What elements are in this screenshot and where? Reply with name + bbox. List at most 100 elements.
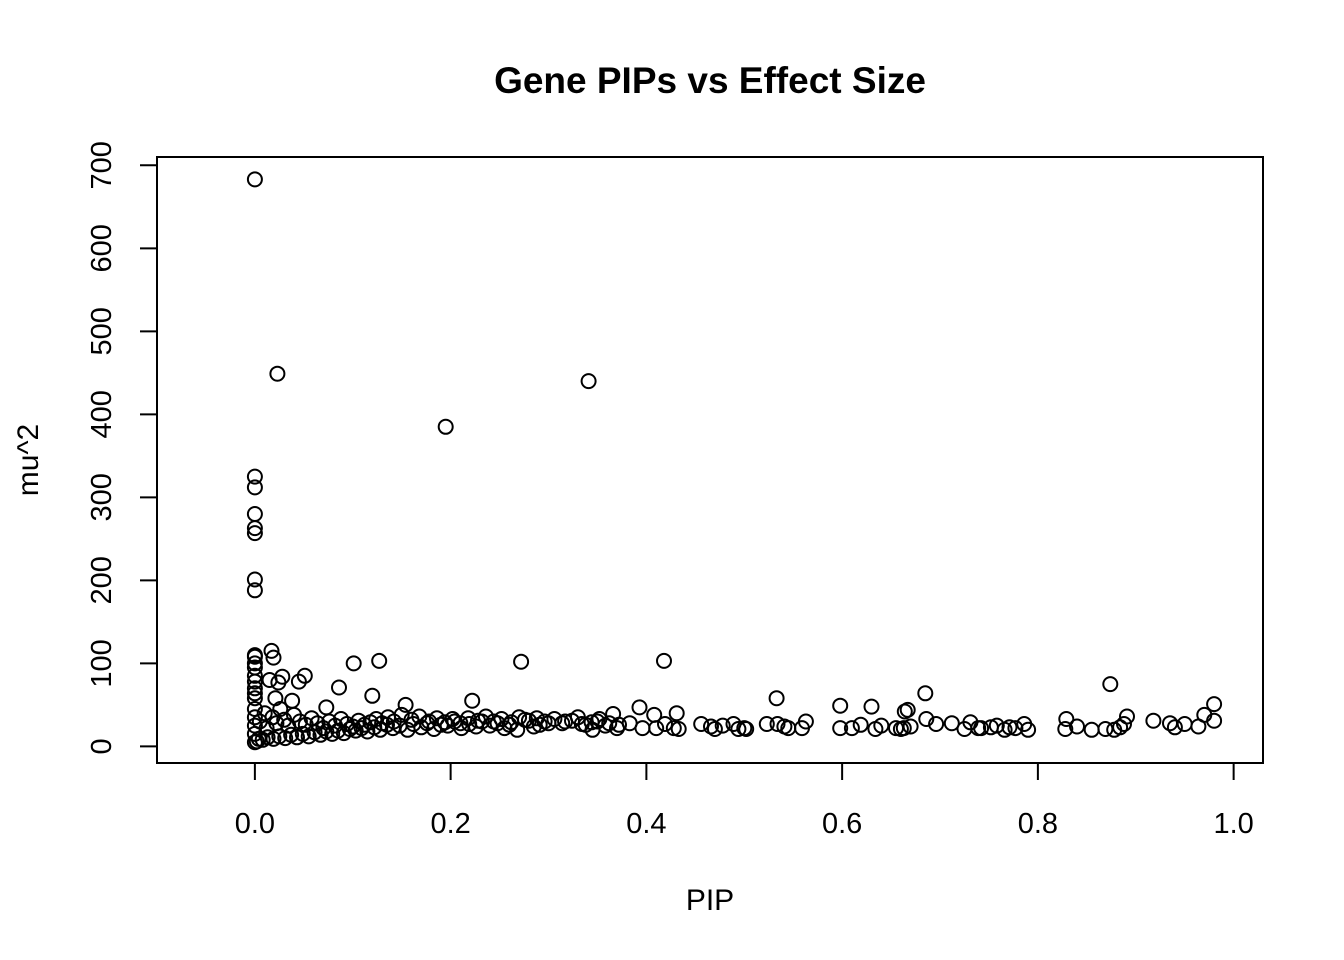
y-tick-label: 400 [86, 390, 118, 438]
scatter-point [895, 720, 912, 737]
scatter-point [580, 373, 597, 390]
scatter-point [374, 715, 391, 732]
scatter-point [246, 520, 263, 537]
x-tick-label: 1.0 [1213, 808, 1253, 840]
y-tick-label: 100 [86, 639, 118, 687]
scatter-point [554, 715, 571, 732]
scatter-point [246, 525, 263, 542]
data-points [246, 171, 1223, 751]
scatter-point [403, 711, 420, 728]
scatter-point [344, 718, 361, 735]
scatter-point [601, 715, 618, 732]
scatter-point [246, 582, 263, 599]
scatter-point [611, 716, 627, 733]
scatter-point [1069, 718, 1085, 735]
y-tick-label: 300 [86, 473, 118, 521]
scatter-point [246, 667, 263, 684]
scatter-point [296, 667, 313, 684]
scatter-point [246, 717, 263, 734]
scatter-point [758, 716, 775, 732]
scatter-point [670, 721, 687, 737]
x-tick-label: 0.8 [1018, 808, 1058, 840]
scatter-point [1102, 676, 1119, 693]
scatter-point [1145, 712, 1162, 729]
scatter-point [452, 715, 469, 732]
scatter-point [444, 711, 461, 727]
scatter-point [511, 709, 528, 726]
scatter-point [970, 720, 987, 737]
y-tick-label: 600 [86, 224, 118, 272]
scatter-point [873, 717, 890, 734]
scatter-point [1083, 721, 1100, 738]
scatter-point [768, 690, 785, 707]
scatter-point [460, 710, 477, 727]
scatter-point [852, 716, 869, 733]
x-tick-label: 0.4 [626, 808, 666, 840]
scatter-point [902, 718, 919, 735]
y-axis-label: mu^2 [12, 424, 45, 496]
scatter-point [832, 720, 849, 737]
scatter-point [246, 571, 263, 588]
scatter-point [1190, 718, 1207, 735]
scatter-point [246, 506, 263, 522]
scatter-point [269, 365, 286, 382]
scatter-point [656, 652, 672, 669]
scatter-point [546, 711, 563, 727]
scatter-point [520, 712, 537, 729]
scatter-point [268, 715, 285, 732]
y-axis: 0 100 200 300 400 500 600 700 [86, 141, 158, 754]
scatter-point [272, 701, 289, 717]
scatter-point [536, 713, 553, 730]
scatter-point [609, 720, 625, 737]
scatter-point [1176, 716, 1193, 732]
scatter-point [928, 716, 945, 732]
scatter-point [730, 721, 747, 737]
scatter-point [1116, 716, 1132, 732]
x-tick-label: 0.2 [430, 808, 470, 840]
x-axis-label: PIP [686, 884, 734, 917]
scatter-point [769, 716, 786, 732]
scatter-point [943, 715, 960, 732]
scatter-point [589, 713, 606, 730]
scatter-point [564, 712, 580, 729]
scatter-point [918, 711, 935, 727]
scatter-point [464, 692, 481, 709]
scatter-point [1057, 721, 1074, 737]
scatter-point [263, 642, 280, 659]
scatter-point [246, 648, 263, 665]
scatter-point [631, 699, 648, 716]
scatter-point [246, 734, 263, 751]
scatter-point [256, 705, 273, 722]
scatter-point [1206, 696, 1223, 713]
scatter-point [1206, 712, 1223, 729]
scatter-point [485, 713, 502, 730]
scatter-point [843, 720, 860, 737]
scatter-point [657, 716, 673, 732]
scatter-point [461, 716, 478, 732]
x-tick-label: 0.0 [235, 808, 275, 840]
y-tick-label: 500 [86, 307, 118, 355]
scatter-point [528, 710, 545, 727]
scatter-point [421, 713, 438, 730]
scatter-point [246, 685, 263, 702]
scatter-point [265, 649, 282, 666]
scatter-point [573, 716, 590, 732]
scatter-point [290, 673, 307, 690]
scatter-point [1058, 711, 1075, 727]
scatter-point [863, 698, 880, 715]
scatter-point [246, 171, 263, 188]
scatter-point [1020, 721, 1037, 738]
scatter-point [371, 652, 388, 669]
scatter-point [513, 653, 530, 670]
scatter-point [246, 655, 263, 672]
scatter-point [1007, 720, 1024, 737]
y-tick-label: 0 [86, 738, 118, 754]
scatter-point [899, 701, 916, 718]
scatter-point [693, 716, 710, 732]
scatter-point [411, 708, 428, 725]
scatter-point [436, 714, 453, 731]
scatter-point [503, 714, 520, 731]
scatter-point [996, 721, 1013, 738]
scatter-point [493, 711, 510, 727]
